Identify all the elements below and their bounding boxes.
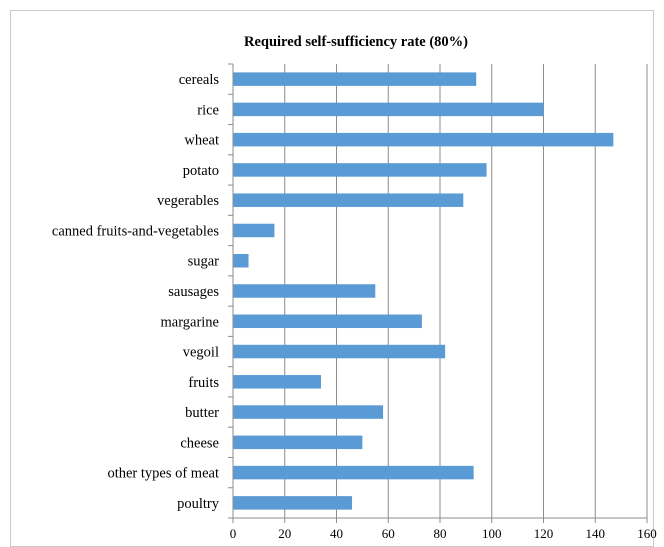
x-tick-labels: 0 20 40 60 80 100 120 140 160 <box>230 526 657 541</box>
bar-other-types-of-meat <box>233 465 474 480</box>
x-tick-label: 40 <box>330 526 343 541</box>
category-label: cheese <box>180 435 219 451</box>
category-label: cereals <box>179 72 220 88</box>
bar-cheese <box>233 435 363 450</box>
category-label: vegoil <box>183 345 219 361</box>
bar-cereals <box>233 72 477 86</box>
bar-sugar <box>233 253 249 268</box>
bar-margarine <box>233 314 422 329</box>
category-label: wheat <box>184 133 219 149</box>
category-label: margarine <box>160 314 219 330</box>
x-tick-label: 120 <box>534 526 554 541</box>
x-tick-label: 80 <box>434 526 447 541</box>
category-label: canned fruits-and-vegetables <box>52 223 219 239</box>
bar-fruits <box>233 375 321 389</box>
category-label: butter <box>185 405 219 421</box>
bar-canned-fruits-and-vegetables <box>233 223 275 238</box>
bar-poultry <box>233 496 353 510</box>
category-label: rice <box>197 102 219 118</box>
category-label: vegerables <box>157 193 219 209</box>
chart-frame <box>10 10 654 547</box>
category-label: fruits <box>188 375 219 391</box>
category-label: poultry <box>177 496 220 512</box>
x-tick-label: 100 <box>482 526 502 541</box>
x-tick-label: 140 <box>586 526 606 541</box>
x-tick-label: 60 <box>382 526 395 541</box>
category-labels: cereals rice wheat potato vegerables canned f… <box>52 72 220 512</box>
category-label: sausages <box>168 284 219 300</box>
bar-rice <box>233 102 544 117</box>
category-label: other types of meat <box>107 466 219 482</box>
category-label: potato <box>183 163 219 179</box>
x-tick-label: 0 <box>230 526 237 541</box>
bar-vegoil <box>233 344 446 359</box>
category-label: sugar <box>188 254 220 270</box>
chart-title: Required self-sufficiency rate (80%) <box>244 34 468 50</box>
bar-vegerables <box>233 193 464 207</box>
bar-sausages <box>233 284 376 298</box>
x-tick-label: 160 <box>637 526 657 541</box>
bar-potato <box>233 163 487 177</box>
x-tick-label: 20 <box>278 526 291 541</box>
bars <box>233 72 614 510</box>
axes <box>228 63 648 523</box>
bar-butter <box>233 405 384 419</box>
bar-wheat <box>233 132 614 147</box>
